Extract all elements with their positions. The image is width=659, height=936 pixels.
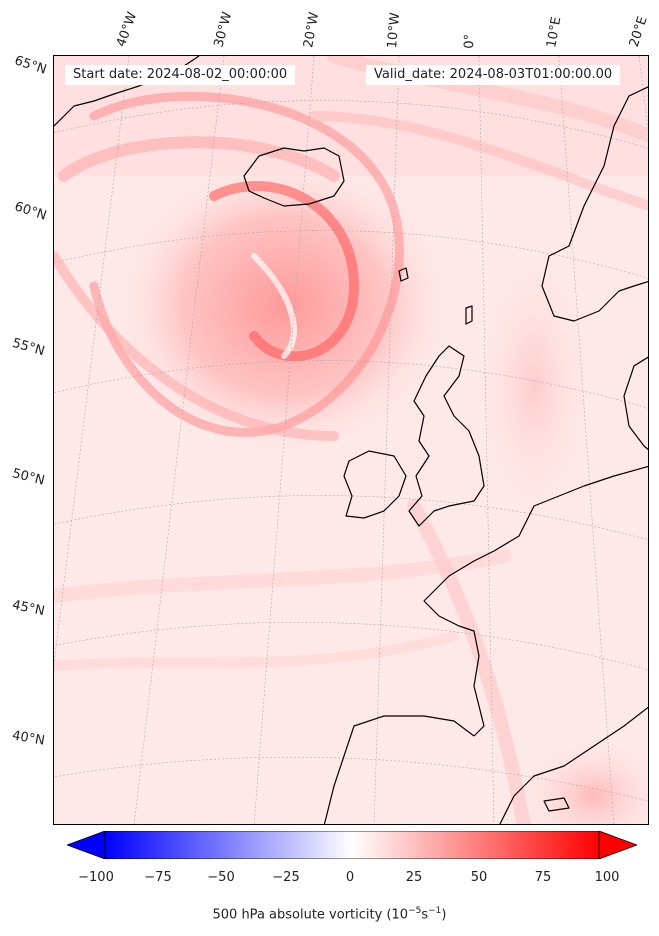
- lat-label-40n: 40°N: [10, 728, 46, 749]
- map-plot-area: [53, 55, 649, 825]
- colorbar-tick-label: 100: [594, 870, 620, 885]
- colorbar-tick-label: −25: [272, 870, 300, 885]
- colorbar-tick-label: −50: [207, 870, 235, 885]
- lon-label-10e: 10°E: [544, 15, 565, 49]
- lat-label-45n: 45°N: [10, 597, 46, 620]
- lon-label-0: 0°: [462, 33, 478, 49]
- colorbar-extend-low: [67, 831, 106, 859]
- lon-label-20e: 20°E: [626, 14, 651, 50]
- colorbar-tick-label: −75: [144, 870, 172, 885]
- lon-label-40w: 40°W: [113, 10, 141, 49]
- colorbar-label-exponent: −5: [408, 906, 422, 916]
- colorbar-label-end: ): [441, 907, 447, 923]
- lat-label-50n: 50°N: [10, 466, 47, 489]
- coast-scandinavia: [541, 86, 648, 322]
- coast-mediterranean: [499, 706, 648, 824]
- coast-ireland: [343, 450, 407, 519]
- coast-iberia: [323, 715, 475, 824]
- colorbar-tick-label: −100: [78, 870, 114, 885]
- colorbar-label: 500 hPa absolute vorticity (10−5s−1): [0, 906, 659, 922]
- colorbar-extend-high: [598, 831, 637, 859]
- vorticity-field: [54, 56, 648, 824]
- colorbar-tick-label: 50: [470, 870, 488, 885]
- lon-label-20w: 20°W: [301, 11, 323, 50]
- lon-label-30w: 30°W: [211, 10, 236, 49]
- lon-label-10w: 10°W: [385, 11, 404, 49]
- coast-great-britain: [408, 345, 485, 527]
- start-date-label: Start date: 2024-08-02_00:00:00: [65, 65, 296, 85]
- colorbar: [67, 831, 637, 859]
- coast-denmark: [623, 356, 648, 451]
- coast-iceland: [243, 147, 345, 207]
- valid-date-label: Valid_date: 2024-08-03T01:00:00.00: [366, 65, 621, 85]
- lat-label-60n: 60°N: [12, 199, 49, 224]
- colorbar-label-unit: s: [421, 907, 429, 923]
- cyclone-vorticity-max: [114, 156, 454, 456]
- colorbar-tick-label: 0: [345, 870, 355, 885]
- graticule: [54, 56, 648, 824]
- colorbar-gradient: [104, 831, 600, 859]
- lat-label-65n: 65°N: [12, 53, 49, 78]
- colorbar-tick-label: 25: [405, 870, 423, 885]
- coastlines: [54, 56, 648, 824]
- colorbar-label-main: 500 hPa absolute vorticity (10: [212, 907, 409, 923]
- colorbar-label-exponent: −1: [428, 906, 442, 916]
- lat-label-55n: 55°N: [10, 335, 47, 360]
- colorbar-tick-label: 75: [534, 870, 552, 885]
- coast-france: [423, 465, 648, 737]
